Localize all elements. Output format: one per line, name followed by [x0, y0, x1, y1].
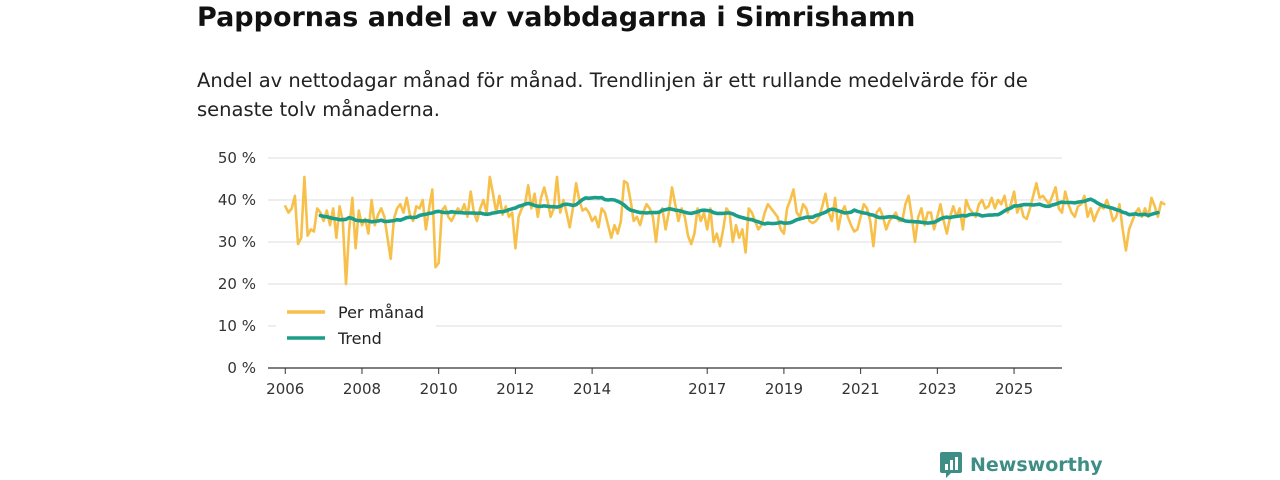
x-tick-label: 2025 [995, 380, 1033, 398]
newsworthy-logo-icon [940, 452, 962, 478]
y-axis-tick-labels: 0 % 10 % 20 % 30 % 40 % 50 % [218, 149, 256, 377]
series-lines [283, 175, 1166, 286]
series-line-per-manad [283, 175, 1166, 286]
legend-label-per-manad: Per månad [338, 303, 424, 322]
newsworthy-brand[interactable]: Newsworthy [940, 451, 1103, 479]
x-tick-label: 2017 [688, 380, 726, 398]
series-line-trend [318, 195, 1160, 226]
legend-label-trend: Trend [337, 329, 382, 348]
x-axis: 2006 2008 2010 2012 2014 2017 2019 2021 2023 2025 [266, 367, 1062, 398]
chart-subtitle: Andel av nettodagar månad för månad. Tre… [197, 69, 1028, 121]
brand-name: Newsworthy [970, 454, 1103, 476]
x-tick-label: 2010 [420, 380, 458, 398]
y-tick-label: 0 % [227, 359, 256, 377]
legend-background [276, 296, 436, 354]
x-tick-label: 2014 [573, 380, 611, 398]
y-tick-label: 10 % [218, 317, 256, 335]
x-tick-label: 2023 [918, 380, 956, 398]
y-tick-label: 50 % [218, 149, 256, 167]
y-tick-label: 20 % [218, 275, 256, 293]
y-tick-label: 30 % [218, 233, 256, 251]
x-tick-label: 2012 [496, 380, 534, 398]
x-tick-label: 2006 [266, 380, 304, 398]
legend: Per månad Trend [276, 296, 436, 354]
x-tick-label: 2008 [343, 380, 381, 398]
y-tick-label: 40 % [218, 191, 256, 209]
chart-title: Pappornas andel av vabbdagarna i Simrish… [197, 2, 916, 33]
x-tick-label: 2021 [842, 380, 880, 398]
x-tick-label: 2019 [765, 380, 803, 398]
